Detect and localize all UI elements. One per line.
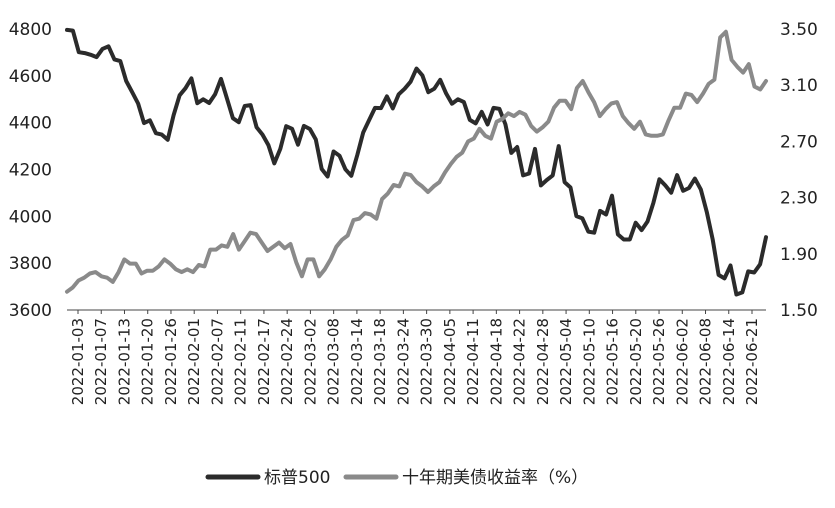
- x-tick-label: 2022-06-08: [697, 318, 715, 405]
- x-tick-label: 2022-03-30: [418, 318, 436, 405]
- y-right-tick-label: 3.50: [780, 20, 818, 40]
- x-tick-label: 2022-02-01: [185, 318, 203, 405]
- x-tick-label: 2022-05-16: [604, 318, 622, 405]
- x-tick-label: 2022-04-05: [441, 318, 459, 405]
- sp500-line: [65, 27, 768, 297]
- x-tick-label: 2022-01-20: [139, 318, 157, 405]
- x-tick-label: 2022-04-28: [534, 318, 552, 405]
- x-tick-label: 2022-04-22: [511, 318, 529, 405]
- x-tick-label: 2022-02-07: [208, 318, 226, 405]
- x-tick-label: 2022-01-26: [162, 318, 180, 405]
- y-left-tick-label: 4400: [9, 114, 52, 134]
- legend: 标普500 十年期美债收益率（%）: [205, 468, 588, 488]
- x-tick-label: 2022-06-14: [720, 318, 738, 405]
- x-tick-label: 2022-02-17: [255, 318, 273, 405]
- x-tick-label: 2022-03-08: [325, 318, 343, 405]
- x-tick-label: 2022-06-21: [743, 318, 761, 405]
- lines-layer: [65, 27, 768, 297]
- axes-layer: 3600 3800 4000 4200 4400 4600 4800 1.50 1.90 2.30…: [9, 20, 818, 405]
- x-tick-label: 2022-05-04: [557, 318, 575, 405]
- x-tick-label: 2022-01-03: [69, 318, 87, 405]
- legend-treasury-yield-label: 十年期美债收益率（%）: [402, 468, 588, 488]
- x-tick-label: 2022-04-18: [487, 318, 505, 405]
- x-tick-label: 2022-03-24: [394, 318, 412, 405]
- x-tick-label: 2022-02-24: [278, 318, 296, 405]
- x-tick-label: 2022-05-10: [580, 318, 598, 405]
- y-right-tick-label: 2.70: [780, 132, 818, 152]
- x-tick-label: 2022-05-20: [627, 318, 645, 405]
- x-tick-label: 2022-06-02: [673, 318, 691, 405]
- y-right-tick-label: 1.50: [780, 301, 818, 321]
- y-left-tick-label: 4600: [9, 67, 52, 87]
- y-left-tick-label: 4800: [9, 20, 52, 40]
- x-tick-label: 2022-03-14: [348, 318, 366, 405]
- y-left-tick-label: 4000: [9, 207, 52, 227]
- y-left-tick-label: 4200: [9, 161, 52, 181]
- x-tick-label: 2022-02-11: [232, 318, 250, 405]
- y-right-tick-label: 2.30: [780, 189, 818, 209]
- y-left-tick-label: 3800: [9, 254, 52, 274]
- y-left-tick-label: 3600: [9, 301, 52, 321]
- y-right-tick-label: 3.10: [780, 76, 818, 96]
- x-tick-label: 2022-01-07: [92, 318, 110, 405]
- y-right-tick-label: 1.90: [780, 245, 818, 265]
- x-tick-label: 2022-05-26: [650, 318, 668, 405]
- x-tick-label: 2022-01-13: [115, 318, 133, 405]
- x-tick-label: 2022-03-18: [371, 318, 389, 405]
- x-tick-label: 2022-04-11: [464, 318, 482, 405]
- legend-sp500-label: 标普500: [264, 468, 330, 488]
- treasury-yield-line: [65, 29, 768, 294]
- x-tick-label: 2022-03-02: [301, 318, 319, 405]
